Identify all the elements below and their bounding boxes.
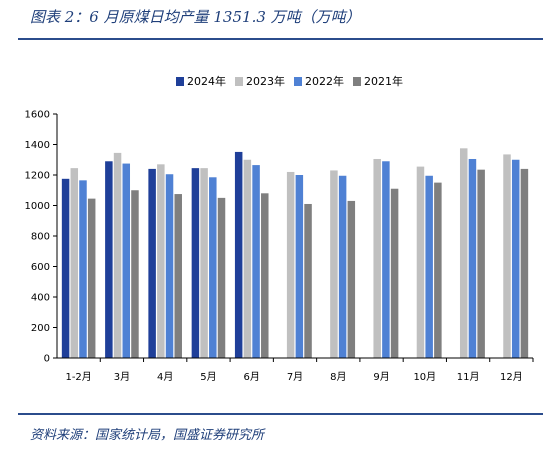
bar bbox=[503, 154, 511, 358]
bar bbox=[79, 180, 87, 358]
legend-label: 2024年 bbox=[187, 74, 226, 88]
x-axis: 1-2月 3月 4月 5月 6月 7月 8月 9月 10月 11月 12月 bbox=[57, 357, 534, 383]
bar bbox=[468, 158, 477, 358]
bar bbox=[252, 165, 260, 358]
x-tick-label: 5月 bbox=[200, 371, 216, 383]
legend-swatch bbox=[353, 77, 361, 86]
legend-swatch bbox=[235, 77, 243, 86]
source-divider bbox=[18, 413, 543, 415]
bar bbox=[209, 177, 217, 358]
bar bbox=[304, 203, 312, 358]
y-axis: 0 200 400 600 800 1000 1200 1400 1600 bbox=[25, 110, 58, 365]
legend: 2024年 2023年 2022年 2021年 bbox=[176, 74, 403, 88]
x-tick-label: 9月 bbox=[373, 371, 389, 383]
y-tick-label: 1200 bbox=[25, 171, 50, 182]
y-tick-label: 600 bbox=[31, 262, 50, 273]
y-tick-label: 0 bbox=[44, 354, 50, 365]
bar bbox=[338, 175, 347, 358]
bar bbox=[434, 182, 442, 358]
bar bbox=[165, 174, 174, 358]
x-tick-label: 12月 bbox=[500, 371, 523, 383]
bar bbox=[243, 159, 252, 358]
bar bbox=[157, 164, 165, 358]
bar bbox=[113, 152, 122, 358]
chart-title: 图表 2：6 月原煤日均产量 1351.3 万吨（万吨） bbox=[30, 8, 361, 26]
bar bbox=[330, 170, 338, 358]
bar bbox=[459, 148, 468, 358]
bar bbox=[122, 163, 131, 358]
y-tick-label: 800 bbox=[31, 232, 50, 243]
bar bbox=[261, 193, 269, 358]
x-tick-label: 1-2月 bbox=[65, 371, 91, 383]
bar bbox=[87, 198, 96, 358]
bar bbox=[390, 188, 399, 358]
bar bbox=[425, 175, 433, 358]
bar bbox=[217, 197, 226, 358]
x-tick-label: 8月 bbox=[330, 371, 346, 383]
bar bbox=[286, 171, 295, 358]
y-tick-label: 1400 bbox=[25, 140, 50, 151]
bar bbox=[520, 168, 529, 358]
y-tick-label: 1600 bbox=[25, 110, 50, 121]
bar bbox=[416, 166, 425, 358]
bars bbox=[61, 148, 529, 358]
bar bbox=[511, 159, 520, 358]
bar bbox=[382, 161, 390, 358]
bar bbox=[61, 178, 70, 358]
y-tick-label: 400 bbox=[31, 293, 50, 304]
legend-swatch bbox=[294, 77, 302, 86]
x-tick-label: 6月 bbox=[244, 371, 260, 383]
bar bbox=[373, 158, 381, 358]
source-note: 资料来源：国家统计局，国盛证券研究所 bbox=[30, 428, 265, 443]
bar bbox=[200, 168, 208, 358]
legend-label: 2023年 bbox=[246, 74, 285, 88]
legend-swatch bbox=[176, 77, 184, 86]
y-tick-label: 1000 bbox=[25, 201, 50, 212]
bar bbox=[174, 194, 182, 358]
bar bbox=[347, 200, 356, 358]
legend-label: 2022年 bbox=[305, 74, 344, 88]
x-tick-label: 7月 bbox=[287, 371, 303, 383]
x-tick-label: 11月 bbox=[457, 371, 480, 383]
bar bbox=[477, 169, 485, 358]
legend-label: 2021年 bbox=[364, 74, 403, 88]
y-tick-label: 200 bbox=[31, 323, 50, 334]
bar bbox=[191, 168, 200, 358]
x-tick-label: 4月 bbox=[157, 371, 173, 383]
bar bbox=[105, 161, 113, 358]
bar bbox=[234, 151, 243, 358]
title-divider bbox=[18, 38, 543, 40]
bar bbox=[131, 190, 139, 358]
bar bbox=[70, 168, 79, 358]
bar bbox=[148, 168, 156, 358]
bar bbox=[295, 175, 304, 358]
x-tick-label: 3月 bbox=[114, 371, 130, 383]
x-tick-label: 10月 bbox=[413, 371, 436, 383]
